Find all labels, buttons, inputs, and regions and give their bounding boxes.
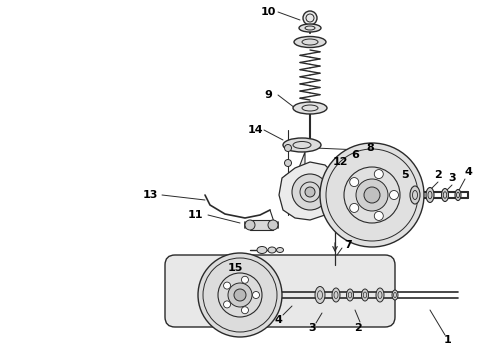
Circle shape	[228, 283, 252, 307]
Ellipse shape	[257, 247, 267, 253]
Text: 5: 5	[401, 170, 409, 180]
Ellipse shape	[315, 287, 325, 303]
Polygon shape	[294, 152, 307, 215]
Circle shape	[390, 190, 398, 199]
Ellipse shape	[276, 248, 284, 252]
Circle shape	[305, 187, 315, 197]
Ellipse shape	[283, 138, 321, 152]
Text: 2: 2	[434, 170, 442, 180]
Ellipse shape	[268, 247, 276, 253]
Ellipse shape	[293, 102, 327, 114]
Circle shape	[303, 11, 317, 25]
Text: 4: 4	[464, 167, 472, 177]
Text: 4: 4	[274, 315, 282, 325]
Circle shape	[374, 211, 383, 220]
Text: 11: 11	[187, 210, 203, 220]
Circle shape	[242, 276, 248, 283]
Circle shape	[292, 174, 328, 210]
Ellipse shape	[346, 289, 353, 301]
Text: 14: 14	[247, 125, 263, 135]
Ellipse shape	[455, 189, 461, 201]
Text: 7: 7	[344, 240, 352, 250]
Circle shape	[285, 189, 292, 197]
Text: 1: 1	[444, 335, 452, 345]
Circle shape	[320, 143, 424, 247]
Ellipse shape	[332, 288, 340, 302]
Circle shape	[330, 180, 350, 200]
Circle shape	[268, 220, 278, 230]
Circle shape	[285, 144, 292, 152]
Circle shape	[198, 253, 282, 337]
Polygon shape	[279, 162, 338, 220]
Circle shape	[242, 307, 248, 314]
Circle shape	[245, 220, 255, 230]
Circle shape	[252, 292, 260, 298]
Circle shape	[285, 159, 292, 166]
Circle shape	[223, 282, 231, 289]
Circle shape	[234, 289, 246, 301]
Circle shape	[285, 204, 292, 212]
Ellipse shape	[294, 36, 326, 48]
Text: 6: 6	[351, 150, 359, 160]
Text: 3: 3	[308, 323, 316, 333]
Circle shape	[350, 177, 359, 186]
Circle shape	[356, 179, 388, 211]
Circle shape	[374, 170, 383, 179]
Ellipse shape	[441, 189, 448, 202]
Circle shape	[350, 203, 359, 212]
Ellipse shape	[410, 186, 420, 204]
Text: 15: 15	[227, 263, 243, 273]
Text: 3: 3	[448, 173, 456, 183]
Ellipse shape	[376, 288, 384, 302]
Circle shape	[364, 187, 380, 203]
Polygon shape	[250, 220, 273, 230]
Ellipse shape	[362, 289, 368, 301]
Text: 13: 13	[142, 190, 158, 200]
FancyBboxPatch shape	[165, 255, 395, 327]
Circle shape	[223, 301, 231, 308]
Text: 12: 12	[332, 157, 348, 167]
Circle shape	[285, 175, 292, 181]
Ellipse shape	[299, 24, 321, 32]
Text: 9: 9	[264, 90, 272, 100]
Text: 8: 8	[366, 143, 374, 153]
Ellipse shape	[426, 188, 434, 202]
Ellipse shape	[392, 290, 398, 300]
Text: 2: 2	[354, 323, 362, 333]
Text: 10: 10	[260, 7, 276, 17]
